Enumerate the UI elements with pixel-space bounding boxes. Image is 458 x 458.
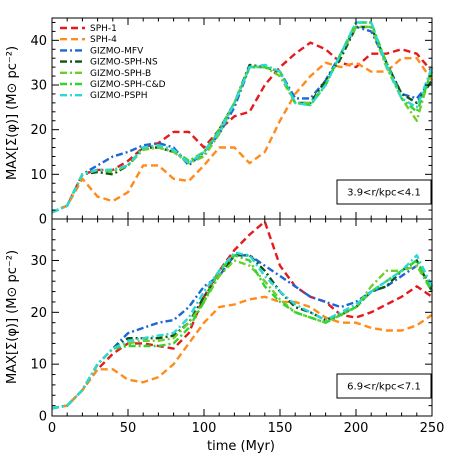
y-tick-label: 10 <box>30 168 47 183</box>
series-line-panel-top-0 <box>51 41 433 214</box>
legend-label-2: GIZMO-MFV <box>90 46 144 56</box>
y-tick-label: 20 <box>30 123 47 138</box>
series-line-panel-top-2 <box>51 25 433 214</box>
series-line-panel-bottom-6 <box>51 251 434 410</box>
annotation-label: 3.9<r/kpc<4.1 <box>347 188 421 199</box>
x-tick-label: 200 <box>344 421 369 436</box>
legend-label-0: SPH-1 <box>90 24 117 34</box>
legend-label-1: SPH-4 <box>90 35 117 45</box>
y-tick-label: 40 <box>30 34 47 49</box>
legend-label-5: GIZMO-SPH-C&D <box>90 80 166 90</box>
legend: SPH-1SPH-4GIZMO-MFVGIZMO-SPH-NSGIZMO-SPH… <box>60 24 166 101</box>
x-tick-label: 100 <box>192 421 217 436</box>
x-tick-label: 250 <box>420 421 445 436</box>
panel-top: 0 10 20 30 40 3.9<r/kpc<4.1 SPH-1SPH-4GIZMO-MF… <box>30 17 434 228</box>
series-line-panel-bottom-0 <box>51 220 433 410</box>
plot-frame <box>51 218 433 417</box>
series-line-panel-top-6 <box>51 21 434 214</box>
legend-label-3: GIZMO-SPH-NS <box>90 58 158 68</box>
legend-label-4: GIZMO-SPH-B <box>90 69 151 79</box>
y-tick-label: 0 <box>39 410 47 425</box>
annotation-box <box>336 179 432 205</box>
y-axis-label-bottom: MAX[Σ(φ)] (M⊙ pc⁻²) <box>5 250 20 384</box>
y-tick-label: 30 <box>30 254 47 269</box>
series-line-panel-top-4 <box>51 25 434 214</box>
x-tick-label: 150 <box>268 421 293 436</box>
x-tick-label: 50 <box>120 421 137 436</box>
annotation-box <box>336 373 432 399</box>
y-tick-label: 0 <box>39 213 47 228</box>
y-tick-label: 30 <box>30 79 47 94</box>
y-tick-label: 10 <box>30 358 47 373</box>
x-axis-label: time (Myr) <box>207 439 275 454</box>
annotation-label: 6.9<r/kpc<7.1 <box>347 382 421 393</box>
series-line-panel-top-3 <box>51 25 433 214</box>
y-axis-label-top: MAX[Σ(φ)] (M⊙ pc⁻²) <box>5 46 20 180</box>
series-line-panel-bottom-1 <box>51 295 433 410</box>
y-tick-label: 20 <box>30 306 47 321</box>
panel-bottom: 0 50 100 150 200 250 0 10 20 30 6.9<r/kpc<7.1 <box>30 218 445 436</box>
series-line-panel-top-1 <box>51 57 433 214</box>
legend-label-6: GIZMO-PSPH <box>90 91 147 101</box>
x-tick-label: 0 <box>48 421 56 436</box>
